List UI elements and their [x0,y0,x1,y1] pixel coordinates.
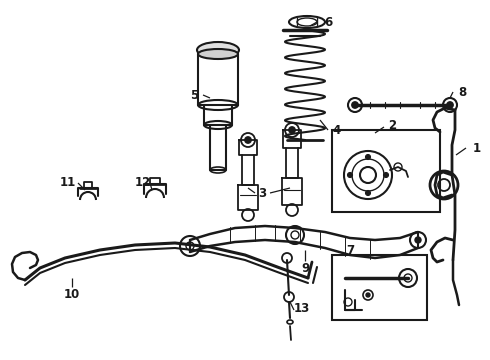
Ellipse shape [198,49,238,59]
Text: 12: 12 [135,176,151,189]
Circle shape [447,102,453,108]
Text: 9: 9 [301,261,309,275]
Circle shape [245,137,251,143]
Text: 3: 3 [258,186,266,199]
Text: 7: 7 [346,243,354,256]
Ellipse shape [197,42,239,58]
Text: 2: 2 [388,118,396,131]
Bar [332,255,427,320]
Circle shape [366,293,370,297]
Text: 8: 8 [458,86,466,99]
Ellipse shape [198,100,238,110]
Text: 5: 5 [190,89,198,102]
Circle shape [352,102,358,108]
Circle shape [347,172,352,177]
Text: 13: 13 [294,302,310,315]
Circle shape [366,154,370,159]
Text: 4: 4 [333,123,341,136]
Ellipse shape [204,121,232,129]
Bar [332,130,440,212]
Text: 11: 11 [60,176,76,189]
Text: 1: 1 [473,141,481,154]
Text: 10: 10 [64,288,80,302]
Text: 6: 6 [324,15,332,28]
Circle shape [384,172,389,177]
Circle shape [415,237,421,243]
Circle shape [366,190,370,195]
Circle shape [289,127,295,133]
Ellipse shape [210,167,226,173]
